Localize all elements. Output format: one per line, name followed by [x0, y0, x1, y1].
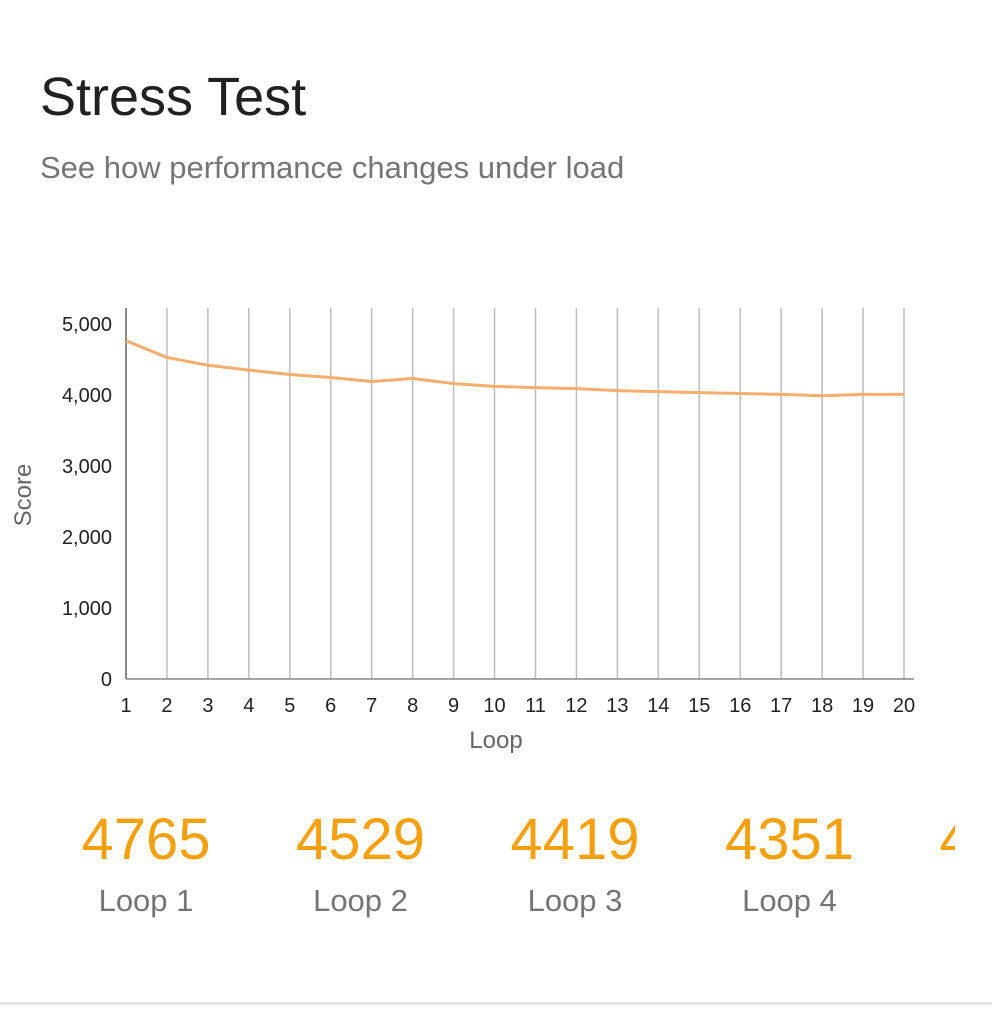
x-tick-label: 16 — [729, 695, 751, 717]
loop-score-value: 4289 — [904, 805, 955, 875]
loop-score-label: Loop 3 — [527, 883, 623, 918]
loop-cards: 4765 Loop 1 4529 Loop 2 4419 Loop 3 4351 Loop 4… — [0, 805, 955, 935]
y-tick-label: 2,000 — [62, 527, 112, 549]
x-tick-label: 2 — [161, 695, 172, 717]
loop-score-value: 4351 — [724, 807, 855, 872]
score-line — [125, 339, 904, 398]
divider — [0, 1002, 992, 1005]
x-tick-label: 11 — [525, 695, 546, 717]
loop-score-card: 4765 Loop 1 — [46, 805, 246, 919]
x-tick-label: 5 — [284, 695, 295, 717]
x-tick-label: 18 — [811, 695, 833, 717]
x-tick-label: 20 — [893, 695, 915, 717]
page-subtitle: See how performance changes under load — [40, 150, 625, 185]
loop-score-label: Loop 4 — [742, 883, 837, 918]
x-tick-label: 4 — [243, 695, 254, 717]
x-axis-label: Loop — [469, 727, 522, 754]
y-tick-label: 4,000 — [62, 385, 112, 407]
loop-score-card: 4351 Loop 4 — [690, 805, 890, 919]
y-tick-label: 3,000 — [62, 456, 112, 478]
x-tick-label: 9 — [448, 695, 459, 717]
x-tick-label: 1 — [120, 695, 131, 717]
loop-score-label: Loop 1 — [98, 883, 194, 918]
loop-score-card: 4289 Loop 5 — [904, 805, 955, 919]
page-title: Stress Test — [40, 67, 307, 127]
x-tick-label: 13 — [606, 695, 628, 717]
y-tick-label: 5,000 — [62, 314, 112, 336]
loop-score-value: 4765 — [81, 807, 211, 872]
y-tick-label: 0 — [101, 669, 112, 691]
x-tick-label: 3 — [202, 695, 213, 717]
x-tick-label: 7 — [366, 695, 377, 717]
loop-score-card: 4419 Loop 3 — [475, 805, 675, 919]
x-tick-label: 8 — [407, 695, 418, 717]
loop-score-label: Loop 5 — [904, 883, 955, 919]
loop-score-label: Loop 2 — [313, 883, 408, 918]
x-tick-label: 10 — [483, 695, 505, 717]
x-tick-label: 19 — [852, 695, 874, 717]
x-tick-label: 12 — [565, 695, 587, 717]
x-tick-label: 6 — [325, 695, 336, 717]
x-tick-label: 15 — [688, 695, 710, 717]
y-tick-label: 1,000 — [62, 598, 112, 620]
y-axis-label: Score — [10, 464, 37, 527]
loop-score-card: 4529 Loop 2 — [261, 805, 461, 919]
loop-score-value: 4529 — [295, 807, 426, 872]
x-tick-label: 17 — [770, 695, 792, 717]
x-tick-label: 14 — [647, 695, 669, 717]
loop-score-value: 4419 — [510, 807, 640, 872]
